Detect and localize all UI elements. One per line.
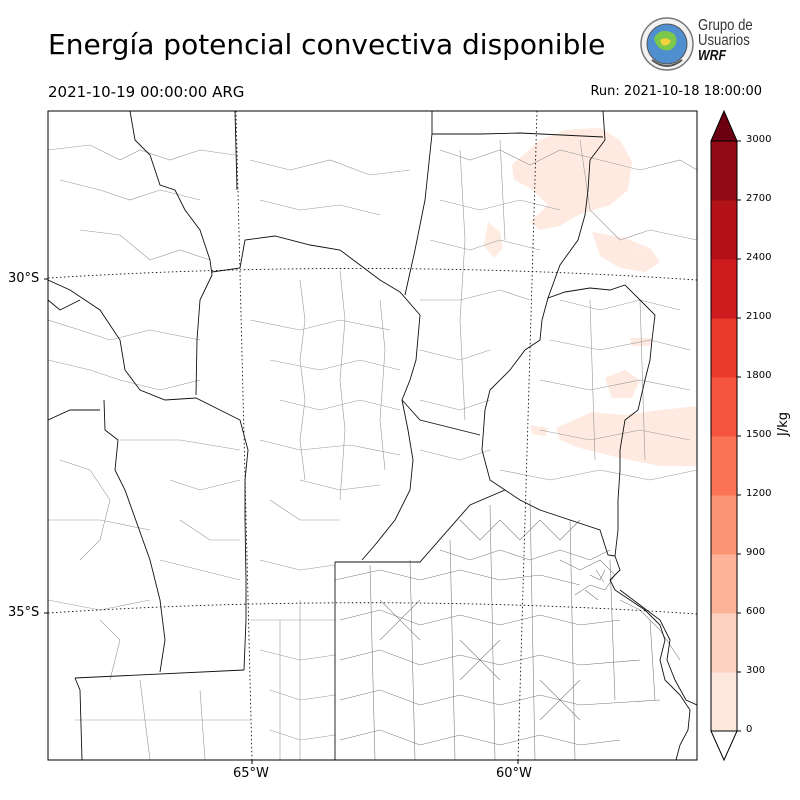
wrf-logo: Grupo de Usuarios WRF <box>638 14 768 76</box>
colorbar-bin <box>711 318 737 378</box>
lat-label-30s: 30°S <box>8 271 40 286</box>
globe-icon <box>640 17 694 71</box>
logo-text: Grupo de Usuarios WRF <box>698 17 753 64</box>
colorbar-tick-label: 1500 <box>746 429 772 440</box>
map-title: Energía potencial convectiva disponible <box>48 28 606 61</box>
logo-line-1: Grupo de <box>698 17 753 34</box>
department-boundaries <box>48 139 697 760</box>
provincial-borders <box>48 111 656 760</box>
colorbar-bin <box>711 259 737 319</box>
colorbar-extend-high <box>710 109 738 142</box>
buenos-aires-partidos <box>334 499 681 760</box>
run-time: Run: 2021-10-18 18:00:00 <box>590 84 762 99</box>
colorbar-bin <box>711 613 737 673</box>
colorbar-extend-low <box>710 730 738 762</box>
colorbar-tick-label: 600 <box>746 606 766 617</box>
map-frame <box>47 110 698 761</box>
colorbar-bin <box>711 200 737 260</box>
colorbar-unit: J/kg <box>776 412 791 436</box>
colorbar-bin <box>711 672 737 732</box>
colorbar <box>710 109 741 762</box>
colorbar-bin <box>711 436 737 496</box>
lon-label-60w: 60°W <box>496 766 532 781</box>
logo-line-2: Usuarios <box>698 32 750 49</box>
axis-ticks <box>44 278 519 764</box>
colorbar-tick-label: 2100 <box>746 311 772 322</box>
colorbar-tick-label: 0 <box>746 724 753 735</box>
coastline <box>609 555 697 760</box>
colorbar-tick-label: 2700 <box>746 193 772 204</box>
graticule <box>48 111 697 760</box>
colorbar-tick-label: 2400 <box>746 252 772 263</box>
colorbar-tick-label: 1800 <box>746 370 772 381</box>
lat-label-35s: 35°S <box>8 605 40 620</box>
colorbar-tick-label: 900 <box>746 547 766 558</box>
colorbar-tick-label: 1200 <box>746 488 772 499</box>
colorbar-bin <box>711 377 737 437</box>
logo-line-3: WRF <box>698 47 727 64</box>
colorbar-bin <box>711 495 737 555</box>
colorbar-tick-label: 300 <box>746 665 766 676</box>
colorbar-bin <box>711 554 737 614</box>
colorbar-tick-label: 3000 <box>746 134 772 145</box>
valid-time: 2021-10-19 00:00:00 ARG <box>48 83 245 101</box>
cape-shading <box>484 128 697 466</box>
lon-label-65w: 65°W <box>233 766 269 781</box>
colorbar-bin <box>711 141 737 201</box>
